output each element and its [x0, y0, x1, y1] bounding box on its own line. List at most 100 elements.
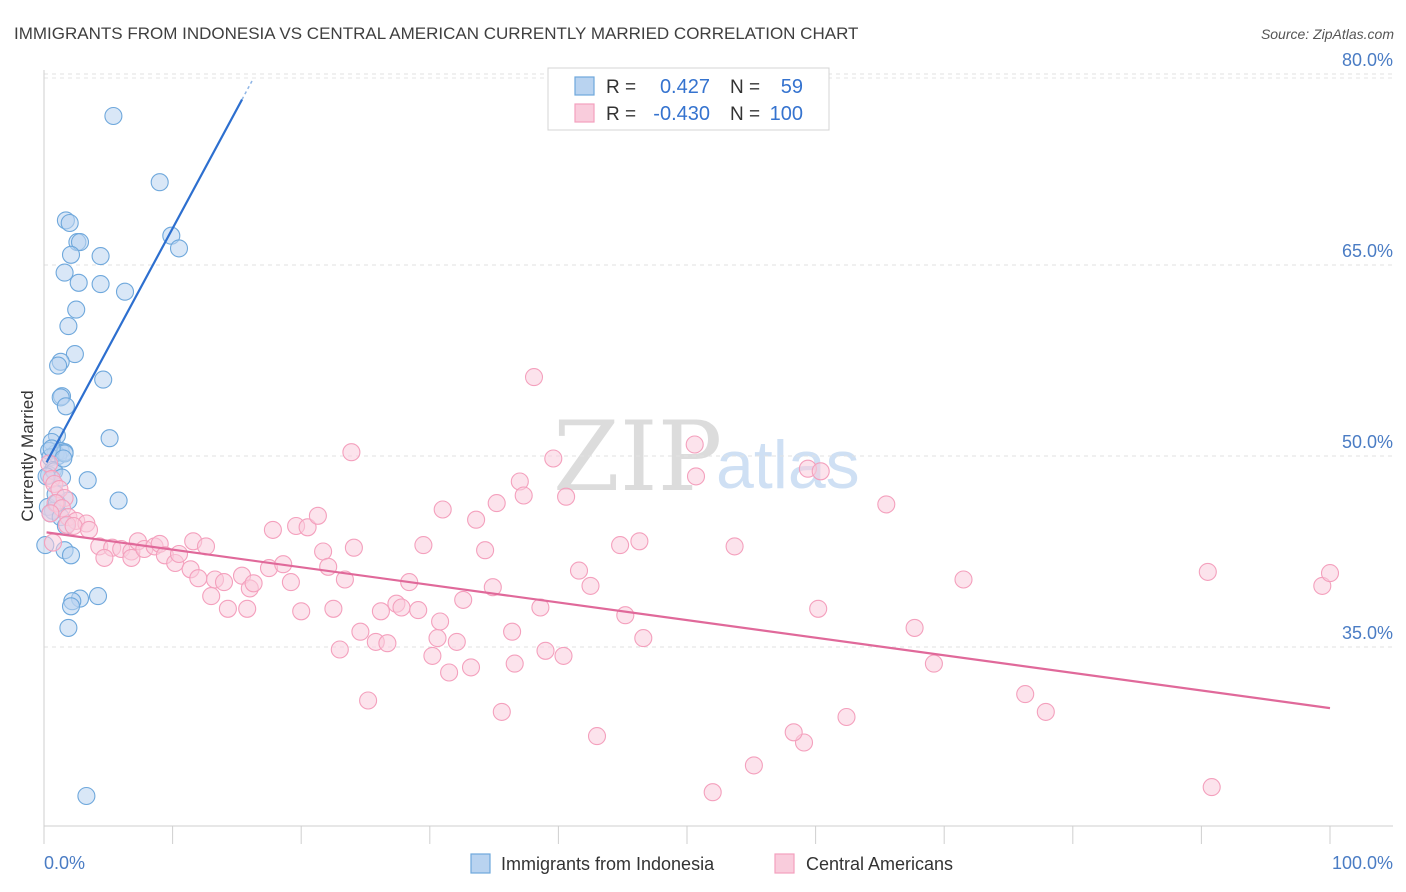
point-central-americans-73	[476, 541, 495, 560]
point-central-americans-92	[634, 629, 653, 648]
y-tick-label-0: 80.0%	[1342, 50, 1393, 70]
bottom-legend-label-central-americans: Central Americans	[806, 854, 953, 874]
point-central-americans-114	[616, 606, 635, 625]
point-central-americans-64	[414, 536, 433, 555]
point-central-americans-112	[1320, 564, 1340, 583]
point-central-americans-108	[1036, 702, 1055, 721]
point-central-americans-7	[41, 504, 60, 523]
bottom-legend-swatch-central-americans	[774, 853, 795, 874]
point-central-americans-14	[43, 533, 63, 552]
point-indonesia-12	[91, 275, 110, 294]
data-points	[36, 106, 1340, 806]
point-central-americans-54	[344, 538, 363, 557]
point-central-americans-46	[298, 518, 317, 537]
point-central-americans-51	[330, 640, 349, 659]
point-central-americans-101	[811, 462, 830, 481]
point-central-americans-63	[409, 601, 428, 620]
point-central-americans-85	[554, 646, 573, 665]
point-central-americans-91	[611, 536, 630, 555]
watermark-zip: ZIP	[553, 401, 722, 513]
point-central-americans-107	[1016, 685, 1035, 704]
point-indonesia-8	[61, 245, 81, 264]
point-indonesia-18	[49, 356, 68, 375]
point-central-americans-45	[292, 602, 311, 621]
point-central-americans-37	[202, 587, 221, 606]
point-central-americans-97	[725, 537, 744, 556]
point-central-americans-65	[423, 646, 442, 665]
legend-n-label-central-americans: N =	[730, 104, 760, 125]
legend-box	[547, 67, 830, 131]
chart-title: IMMIGRANTS FROM INDONESIA VS CENTRAL AME…	[14, 24, 858, 43]
point-indonesia-46	[61, 546, 81, 565]
legend-r-label-indonesia: R =	[606, 77, 636, 98]
point-central-americans-36	[218, 599, 237, 618]
point-central-americans-75	[487, 494, 506, 513]
point-central-americans-61	[392, 598, 411, 617]
point-central-americans-89	[630, 532, 649, 551]
point-central-americans-88	[581, 576, 600, 595]
point-central-americans-90	[587, 727, 607, 746]
legend: R = 0.427 N = 59 R = -0.430 N = 100	[547, 67, 830, 131]
point-indonesia-39	[109, 491, 128, 510]
point-central-americans-84	[544, 449, 563, 468]
legend-n-value-central-americans: 100	[770, 103, 803, 125]
point-central-americans-109	[1202, 778, 1221, 797]
legend-r-value-indonesia: 0.427	[660, 76, 710, 98]
point-central-americans-38	[189, 569, 208, 588]
point-central-americans-34	[238, 599, 257, 618]
point-central-americans-83	[536, 641, 555, 660]
chart-source: Source: ZipAtlas.com	[1261, 26, 1394, 42]
point-central-americans-110	[1198, 562, 1217, 581]
point-central-americans-67	[433, 500, 452, 519]
legend-r-label-central-americans: R =	[606, 104, 636, 125]
x-tick-label-max: 100.0%	[1332, 853, 1393, 873]
point-central-americans-56	[359, 691, 378, 710]
trend-line-indonesia	[45, 98, 244, 463]
point-central-americans-68	[440, 663, 459, 682]
point-central-americans-41	[263, 520, 282, 539]
legend-n-label-indonesia: N =	[730, 77, 760, 98]
point-central-americans-70	[454, 590, 473, 609]
watermark: ZIP atlas	[553, 401, 860, 513]
point-indonesia-11	[69, 273, 88, 292]
point-central-americans-43	[281, 573, 300, 592]
point-central-americans-78	[505, 654, 524, 673]
point-indonesia-22	[56, 397, 75, 416]
point-central-americans-87	[569, 561, 589, 580]
bottom-legend-swatch-indonesia	[470, 853, 491, 874]
point-central-americans-53	[342, 443, 361, 462]
point-indonesia-3	[60, 213, 79, 233]
point-central-americans-105	[924, 654, 943, 673]
point-central-americans-47	[308, 506, 327, 525]
point-central-americans-58	[371, 602, 390, 621]
watermark-atlas: atlas	[716, 427, 860, 503]
point-central-americans-86	[557, 487, 576, 506]
point-indonesia-13	[115, 282, 135, 301]
point-indonesia-10	[55, 263, 74, 282]
point-central-americans-39	[244, 574, 263, 593]
point-central-americans-104	[905, 618, 924, 637]
legend-swatch-indonesia	[574, 76, 595, 96]
point-indonesia-15	[59, 317, 78, 336]
point-indonesia-37	[78, 471, 97, 490]
point-indonesia-19	[94, 370, 113, 389]
point-central-americans-77	[503, 622, 522, 641]
point-central-americans-19	[95, 548, 114, 567]
y-tick-label-1: 65.0%	[1342, 241, 1393, 261]
point-central-americans-69	[447, 632, 466, 651]
point-indonesia-1	[150, 173, 169, 192]
point-central-americans-52	[335, 570, 354, 589]
point-central-americans-113	[431, 612, 450, 631]
point-central-americans-115	[809, 599, 828, 618]
point-central-americans-48	[314, 542, 333, 561]
trend-line-central-americans	[46, 531, 1331, 710]
point-indonesia-48	[88, 587, 108, 606]
point-indonesia-14	[67, 300, 86, 319]
point-central-americans-96	[703, 783, 722, 802]
trend-lines	[45, 80, 1331, 710]
trend-line-extension-indonesia	[241, 80, 253, 100]
point-central-americans-102	[837, 707, 856, 727]
grid	[44, 73, 1393, 648]
point-indonesia-51	[61, 597, 81, 616]
point-central-americans-80	[514, 486, 533, 505]
